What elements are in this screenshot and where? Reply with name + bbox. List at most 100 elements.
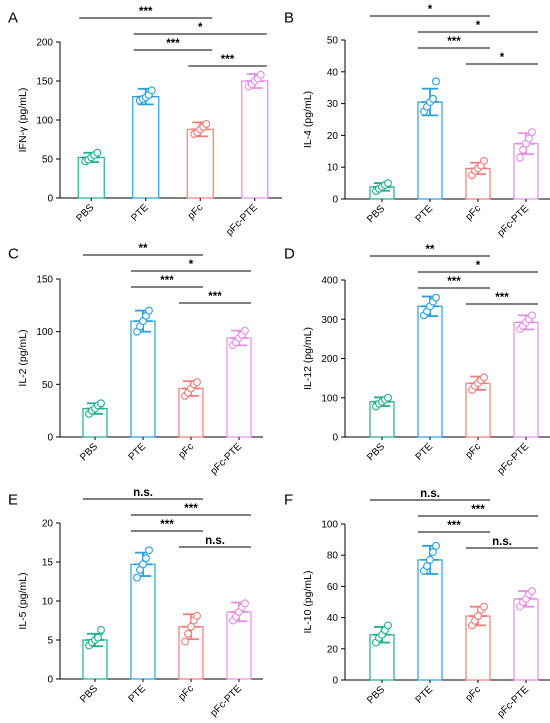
data-point (480, 373, 488, 382)
y-tick-label: 15 (42, 558, 54, 569)
data-point (525, 134, 533, 143)
bar-pfc-pte (226, 611, 252, 680)
x-tick-label: PTE (414, 441, 436, 463)
data-point (139, 560, 147, 569)
data-point (384, 393, 392, 402)
y-tick-label: 0 (332, 195, 338, 206)
x-tick-label: pFc (464, 203, 484, 223)
significance-label: n.s. (492, 536, 512, 548)
chart-panel-f: F IL-10 (pg/mL) 0 20 40 60 80 100 PBS PTE pFc pFc-P… (284, 488, 550, 720)
y-tick-label: 80 (327, 551, 339, 562)
data-point (133, 573, 141, 582)
y-tick-label: 100 (36, 116, 53, 127)
y-tick-label: 100 (36, 327, 53, 338)
data-point (147, 86, 156, 95)
data-point (384, 621, 392, 630)
y-axis-label: IL-4 (pg/mL) (302, 91, 314, 148)
y-tick-label: 0 (47, 433, 53, 444)
y-tick-label: 40 (327, 67, 339, 78)
data-point (181, 637, 189, 646)
y-tick-label: 0 (332, 676, 338, 687)
data-point (432, 293, 440, 302)
data-point (528, 587, 536, 596)
data-point (474, 612, 482, 620)
y-tick-label: 0 (332, 433, 338, 444)
bar-pfc (186, 128, 214, 199)
y-tick-label: 5 (47, 636, 53, 647)
bar-pte (132, 95, 160, 199)
y-tick-label: 300 (321, 315, 338, 326)
bar-pfc-pte (513, 598, 539, 681)
y-tick-label: 200 (321, 354, 338, 365)
x-tick-label: PTE (127, 441, 149, 463)
significance-label: *** (471, 504, 485, 516)
panel-letter: F (284, 491, 293, 508)
data-point (426, 555, 434, 564)
significance-label: *** (166, 38, 180, 50)
chart-panel-d: D IL-12 (pg/mL) 0 100 200 300 400 PBS PTE pFc pFc-… (284, 244, 550, 477)
data-point (384, 179, 392, 188)
data-point (519, 145, 527, 154)
x-tick-label: pFc (177, 441, 197, 461)
data-point (256, 70, 265, 79)
panel-letter: E (8, 491, 18, 508)
x-tick-label: pFc-PTE (495, 203, 531, 239)
x-tick-label: PTE (129, 202, 151, 224)
data-point (202, 119, 211, 128)
data-point (97, 399, 105, 408)
data-point (97, 625, 105, 634)
data-point (516, 153, 524, 162)
significance-label: *** (139, 6, 153, 18)
x-tick-label: pFc (186, 202, 206, 222)
y-tick-label: 40 (327, 613, 339, 624)
panel-letter: D (284, 245, 295, 262)
significance-label: *** (447, 276, 461, 288)
y-tick-label: 50 (327, 36, 339, 47)
x-tick-label: PBS (365, 203, 387, 225)
x-tick-label: pFc-PTE (208, 441, 244, 477)
data-point (480, 156, 488, 165)
panel-letter: B (284, 9, 294, 26)
y-tick-label: 60 (327, 582, 339, 593)
data-point (184, 629, 192, 638)
data-point (432, 541, 440, 550)
y-tick-label: 0 (47, 194, 53, 205)
data-point (528, 128, 536, 137)
panel-letter: C (8, 245, 19, 262)
data-point (142, 554, 150, 563)
data-point (187, 622, 195, 631)
data-point (93, 148, 102, 157)
chart-panel-e: E IL-5 (pg/mL) 0 5 10 15 20 PBS PTE pFc pFc-PTE n.s… (8, 487, 263, 719)
y-axis-label: IL-5 (pg/mL) (17, 572, 29, 629)
y-tick-label: 10 (42, 597, 54, 608)
y-tick-label: 100 (321, 520, 338, 531)
data-point (193, 611, 201, 620)
significance-label: *** (208, 291, 222, 303)
y-tick-label: 0 (47, 675, 53, 686)
x-tick-label: pFc-PTE (224, 202, 260, 238)
data-point (193, 378, 201, 387)
y-axis-label: IFN-γ (pg/mL) (17, 88, 29, 153)
bar-pte (130, 320, 156, 438)
y-tick-label: 10 (327, 163, 339, 174)
data-point (429, 94, 437, 103)
bar-pfc-pte (226, 337, 252, 438)
y-axis-label: IL-12 (pg/mL) (302, 327, 314, 390)
x-tick-label: pFc-PTE (495, 684, 531, 720)
y-tick-label: 200 (36, 38, 53, 49)
data-point (480, 602, 488, 611)
significance-label: *** (160, 275, 174, 287)
bar-pte (417, 101, 443, 200)
data-point (528, 311, 536, 320)
bar-pfc-pte (241, 80, 269, 199)
y-tick-label: 50 (42, 380, 54, 391)
y-tick-label: 400 (321, 276, 338, 287)
y-tick-label: 20 (42, 519, 54, 530)
significance-label: * (198, 22, 203, 34)
significance-label: * (428, 4, 433, 16)
panel-letter: A (8, 9, 18, 26)
y-axis-label: IL-10 (pg/mL) (302, 570, 314, 633)
significance-label: ** (139, 243, 148, 255)
x-tick-label: PTE (127, 683, 149, 705)
